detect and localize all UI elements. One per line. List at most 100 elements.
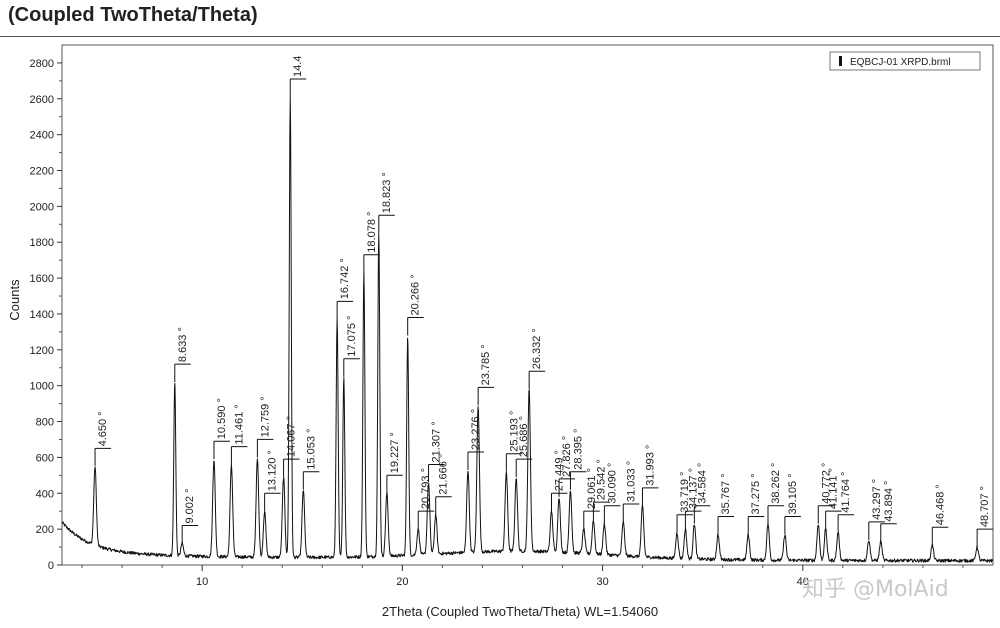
x-tick-label: 40 <box>797 576 809 588</box>
peak-label: 40.772 ° <box>820 463 832 504</box>
peak-marker: 29.542 ° <box>592 459 610 521</box>
peak-label: 13.120 ° <box>267 450 279 491</box>
y-tick-label: 1400 <box>30 309 54 321</box>
x-tick-label: 10 <box>196 576 208 588</box>
y-tick-label: 400 <box>36 488 54 500</box>
peak-label: 17.075 ° <box>346 316 358 357</box>
legend-entry: EQBCJ-01 XRPD.brml <box>850 57 951 68</box>
peak-marker: 10.590 ° <box>213 398 230 460</box>
peak-marker: 41.764 ° <box>837 472 855 533</box>
peak-marker: 31.993 ° <box>641 445 659 506</box>
peak-marker: 35.767 ° <box>717 473 735 535</box>
peak-label: 28.395 ° <box>572 429 584 470</box>
legend-box <box>829 51 981 71</box>
x-axis-title: 2Theta (Coupled TwoTheta/Theta) WL=1.540… <box>382 604 658 619</box>
peak-label: 16.742 ° <box>339 258 351 299</box>
peak-marker: 31.033 ° <box>622 461 640 522</box>
peak-label: 21.666 ° <box>438 454 450 495</box>
peak-label: 33.719 ° <box>679 472 691 513</box>
peak-label: 14.067 ° <box>286 416 298 457</box>
peak-label: 41.141 ° <box>828 468 840 509</box>
peak-label: 39.105 ° <box>787 473 799 514</box>
watermark-text: 知乎 @MolAid <box>802 577 949 602</box>
peak-marker: 33.719 ° <box>676 472 694 533</box>
plot-frame <box>61 44 994 566</box>
peak-label: 29.542 ° <box>595 459 607 500</box>
peak-label: 11.461 ° <box>233 404 245 444</box>
peak-label: 23.785 ° <box>480 344 492 385</box>
peak-marker: 21.307 ° <box>428 421 445 483</box>
legend-swatch <box>839 56 842 66</box>
legend: EQBCJ-01 XRPD.brml <box>829 51 981 71</box>
peak-marker: 37.275 ° <box>747 473 765 535</box>
peak-marker: 8.633 ° <box>174 327 191 383</box>
peak-label: 14.4 <box>292 56 304 77</box>
peak-marker: 43.894 ° <box>880 481 897 542</box>
chart-title: (Coupled TwoTheta/Theta) <box>8 4 258 26</box>
peak-marker: 28.395 ° <box>569 429 587 490</box>
peak-label: 25.686 ° <box>518 416 530 457</box>
peak-marker: 18.823 ° <box>378 172 395 234</box>
peak-label: 43.894 ° <box>883 481 895 522</box>
peak-marker: 15.053 ° <box>302 429 320 490</box>
y-tick-label: 0 <box>48 560 54 572</box>
peak-marker: 12.759 ° <box>256 396 274 458</box>
peak-label: 21.307 ° <box>431 421 443 462</box>
x-tick-label: 20 <box>396 576 408 588</box>
peak-label: 9.002 ° <box>184 489 196 524</box>
x-tick-label: 30 <box>596 576 608 588</box>
peak-marker: 21.666 ° <box>435 454 452 515</box>
peak-marker: 27.449 ° <box>551 450 568 512</box>
peak-marker: 26.332 ° <box>528 328 546 390</box>
peak-marker: 23.276 ° <box>467 409 484 470</box>
peak-label: 38.262 ° <box>770 463 782 504</box>
peak-marker: 46.468 ° <box>931 484 949 546</box>
peak-label: 8.633 ° <box>177 327 189 362</box>
peak-label: 46.468 ° <box>934 484 946 525</box>
y-tick-label: 2200 <box>30 166 54 178</box>
peak-marker: 41.141 ° <box>825 468 842 530</box>
peak-marker: 39.105 ° <box>784 473 801 535</box>
peak-label: 20.266 ° <box>410 274 422 315</box>
peak-label: 27.826 ° <box>561 436 573 477</box>
peak-label: 19.227 ° <box>389 432 401 473</box>
axes-layer: 0 200 400 600 800 1000 1200 1400 1600 1800 2000 220… <box>30 58 964 588</box>
peak-marker: 48.707 ° <box>976 486 994 548</box>
peak-marker: 38.262 ° <box>767 463 784 524</box>
peak-label: 41.764 ° <box>840 472 852 513</box>
peak-marker: 40.772 ° <box>817 463 835 524</box>
peak-label: 43.297 ° <box>871 479 883 520</box>
diffraction-curve-layer <box>61 96 994 563</box>
peak-label: 25.193 ° <box>508 411 520 452</box>
peak-marker: 4.650 ° <box>94 411 112 467</box>
peak-label: 31.993 ° <box>645 445 657 486</box>
y-axis-title: Counts <box>7 279 22 321</box>
peak-label: 48.707 ° <box>979 486 991 527</box>
y-tick-label: 2800 <box>30 58 54 70</box>
peak-marker: 14.4 <box>289 56 307 97</box>
peak-marker: 19.227 ° <box>386 432 403 494</box>
peak-marker: 25.193 ° <box>505 411 523 472</box>
peak-label: 27.449 ° <box>554 450 566 491</box>
peak-marker: 20.793 ° <box>417 468 435 530</box>
peak-label: 37.275 ° <box>750 473 762 514</box>
y-tick-label: 1800 <box>30 237 54 249</box>
peak-marker: 27.826 ° <box>558 436 576 497</box>
peak-marker: 34.137 ° <box>684 468 702 530</box>
peak-label: 31.033 ° <box>625 461 637 502</box>
peak-label: 29.061 ° <box>586 468 598 509</box>
peak-marker: 17.075 ° <box>343 316 360 377</box>
peak-label: 26.332 ° <box>531 328 543 369</box>
peak-marker: 14.067 ° <box>283 416 300 478</box>
peak-label: 18.823 ° <box>381 172 393 213</box>
title-divider <box>0 36 1000 37</box>
peak-label: 18.078 ° <box>366 212 378 253</box>
peak-marker: 30.090 ° <box>603 463 621 524</box>
peak-marker: 16.742 ° <box>336 258 354 320</box>
peak-label: 15.053 ° <box>305 429 317 470</box>
peak-marker: 25.686 ° <box>515 416 533 478</box>
peak-marker: 18.078 ° <box>363 212 380 273</box>
peak-marker: 9.002 ° <box>181 489 199 544</box>
peak-label: 23.276 ° <box>470 409 482 450</box>
diffraction-series-line <box>61 96 994 563</box>
